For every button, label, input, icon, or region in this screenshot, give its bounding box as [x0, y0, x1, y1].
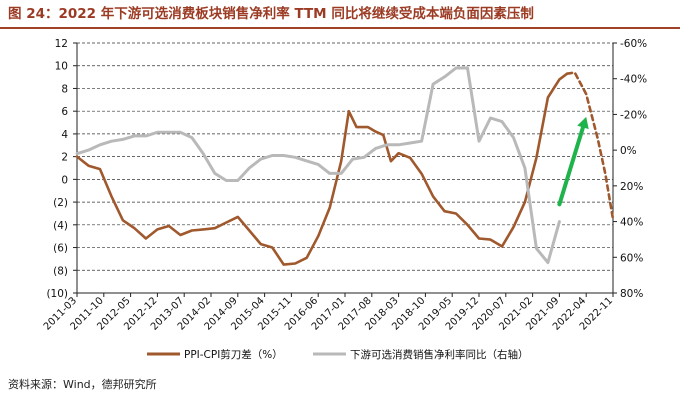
x-axis: 2011-032011-102012-052012-122013-072014-…: [42, 293, 615, 333]
left-tick-label: 4: [61, 129, 68, 141]
title-rule: [0, 27, 680, 29]
left-tick-label: 12: [55, 38, 68, 50]
ppi-cpi-line: [75, 72, 569, 266]
left-tick-label: 10: [55, 61, 68, 73]
right-tick-label: 60%: [620, 252, 643, 264]
ppi-cpi-forecast-line: [565, 71, 615, 221]
trend-arrow-shaft: [557, 125, 585, 207]
annotation: [557, 116, 589, 207]
chart: 12 10 8 6 4 2 0 (2) (4) (6) (8) (10) -60% -40% -20% 0%…: [42, 38, 647, 361]
left-tick-label: 0: [61, 174, 68, 186]
source-note: 资料来源：Wind，德邦研究所: [8, 378, 157, 391]
right-tick-label: 20%: [620, 181, 643, 193]
left-tick-label: 8: [61, 83, 68, 95]
left-tick-label: (8): [53, 265, 68, 277]
right-tick-label: 80%: [620, 288, 643, 300]
right-axis: -60% -40% -20% 0% 20% 40% 60% 80%: [613, 38, 647, 300]
left-tick-label: (10): [46, 288, 68, 300]
left-axis: 12 10 8 6 4 2 0 (2) (4) (6) (8) (10): [46, 38, 77, 300]
legend-label-sales-margin: 下游可选消费销售净利率同比（右轴）: [350, 348, 529, 361]
right-tick-label: -40%: [620, 74, 647, 86]
legend: PPI-CPI剪刀差（%） 下游可选消费销售净利率同比（右轴）: [147, 348, 529, 361]
figure-title: 图 24：2022 年下游可选消费板块销售净利率 TTM 同比将继续受成本端负面…: [8, 6, 534, 22]
trend-arrow-head: [577, 116, 589, 130]
sales-margin-line: [75, 66, 561, 265]
left-tick-label: (2): [53, 197, 68, 209]
right-tick-label: 40%: [620, 217, 643, 229]
left-tick-label: (4): [53, 220, 68, 232]
right-tick-label: 0%: [620, 145, 637, 157]
series-group: [75, 66, 615, 266]
right-tick-label: -60%: [620, 38, 647, 50]
left-tick-label: 2: [61, 152, 68, 164]
legend-label-ppi-cpi: PPI-CPI剪刀差（%）: [184, 348, 283, 361]
right-tick-label: -20%: [620, 109, 647, 121]
left-tick-label: 6: [61, 106, 68, 118]
left-tick-label: (6): [53, 243, 68, 255]
